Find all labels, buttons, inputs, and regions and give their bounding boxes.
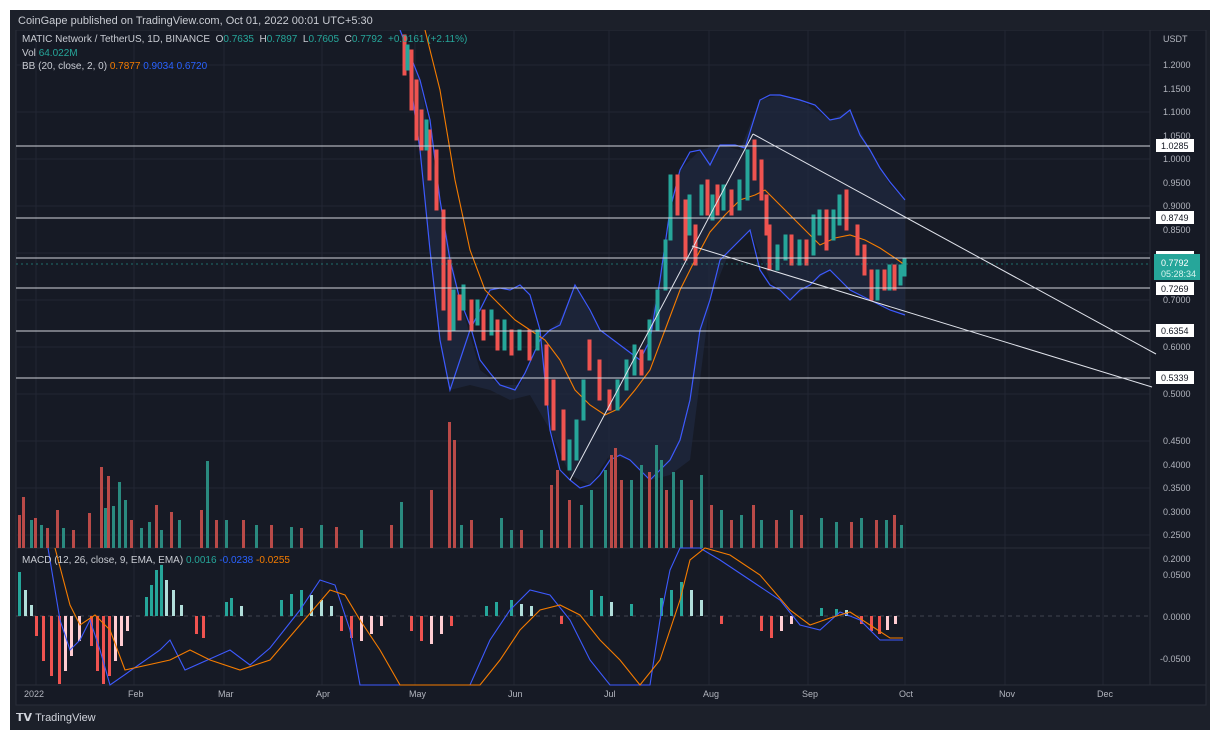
svg-text:May: May (409, 689, 427, 699)
tv-icon: 𝗧𝗩 (16, 712, 33, 724)
svg-text:Jul: Jul (604, 689, 616, 699)
svg-text:0.4500: 0.4500 (1163, 436, 1191, 446)
change-value: +0.0161 (+2.11%) (388, 34, 468, 45)
svg-text:Oct: Oct (899, 689, 914, 699)
svg-text:0.0500: 0.0500 (1163, 570, 1191, 580)
horizontal-levels[interactable] (16, 145, 1150, 379)
svg-text:0.6354: 0.6354 (1161, 326, 1189, 336)
svg-text:0.7792: 0.7792 (1161, 258, 1189, 268)
svg-text:0.2000: 0.2000 (1163, 554, 1191, 564)
svg-text:Sep: Sep (802, 689, 818, 699)
chart-canvas[interactable]: USDT 1.2000 1.1500 1.1000 1.0500 1.0000 0.9… (10, 30, 1210, 730)
svg-text:1.0000: 1.0000 (1163, 154, 1191, 164)
svg-text:Dec: Dec (1097, 689, 1114, 699)
tradingview-logo[interactable]: 𝗧𝗩 TradingView (16, 712, 96, 724)
svg-text:1.0500: 1.0500 (1163, 131, 1191, 141)
svg-text:-0.0500: -0.0500 (1160, 654, 1191, 664)
svg-text:0.9000: 0.9000 (1163, 201, 1191, 211)
svg-text:05:28:34: 05:28:34 (1161, 269, 1196, 279)
macd-axis[interactable]: 0.0500 0.0000 -0.0500 (1160, 570, 1191, 664)
trendlines[interactable] (569, 133, 1157, 481)
svg-text:0.5339: 0.5339 (1161, 373, 1189, 383)
svg-text:0.8749: 0.8749 (1161, 213, 1189, 223)
svg-text:Nov: Nov (999, 689, 1016, 699)
svg-text:0.2500: 0.2500 (1163, 530, 1191, 540)
svg-text:USDT: USDT (1163, 34, 1188, 44)
svg-text:0.7269: 0.7269 (1161, 284, 1189, 294)
bb-lower: 0.6720 (176, 61, 208, 72)
volume-legend[interactable]: Vol 64.022M (22, 48, 78, 59)
svg-text:0.7000: 0.7000 (1163, 295, 1191, 305)
macd-signal: -0.0255 (256, 555, 290, 566)
high-value: 0.7897 (266, 34, 298, 45)
svg-text:Apr: Apr (316, 689, 330, 699)
macd-legend[interactable]: MACD (12, 26, close, 9, EMA, EMA) 0.0016… (22, 555, 290, 566)
close-value: 0.7792 (351, 34, 383, 45)
open-value: 0.7635 (223, 34, 254, 45)
svg-text:0.4000: 0.4000 (1163, 460, 1191, 470)
svg-text:0.9500: 0.9500 (1163, 178, 1191, 188)
svg-text:0.3000: 0.3000 (1163, 507, 1191, 517)
svg-text:Feb: Feb (128, 689, 144, 699)
macd-hist: 0.0016 (185, 555, 217, 566)
symbol-legend[interactable]: MATIC Network / TetherUS, 1D, BINANCE O0… (22, 34, 468, 45)
svg-text:0.5000: 0.5000 (1163, 389, 1191, 399)
volume-value: 64.022M (38, 48, 78, 59)
svg-text:0.6000: 0.6000 (1163, 342, 1191, 352)
svg-text:Aug: Aug (703, 689, 719, 699)
bb-basis: 0.7877 (109, 61, 141, 72)
svg-text:0.3500: 0.3500 (1163, 483, 1191, 493)
bb-legend[interactable]: BB (20, close, 2, 0) 0.7877 0.9034 0.672… (22, 61, 208, 72)
level-labels: 1.0285 0.8749 0.7907 0.7792 05:28:34 0.7… (1154, 139, 1200, 384)
svg-text:0.0000: 0.0000 (1163, 612, 1191, 622)
time-axis[interactable]: 2022 Feb Mar Apr May Jun Jul Aug Sep Oct Nov D… (24, 689, 1114, 699)
price-axis[interactable]: USDT 1.2000 1.1500 1.1000 1.0500 1.0000 0.9… (1163, 34, 1191, 564)
svg-text:2022: 2022 (24, 689, 44, 699)
macd-pane (16, 547, 1150, 686)
svg-text:Jun: Jun (508, 689, 523, 699)
svg-text:1.2000: 1.2000 (1163, 60, 1191, 70)
svg-text:1.0285: 1.0285 (1161, 141, 1189, 151)
bb-upper: 0.9034 (143, 61, 174, 72)
volume-bars (18, 422, 903, 548)
low-value: 0.7605 (308, 34, 340, 45)
symbol-name: MATIC Network / TetherUS, 1D, BINANCE (22, 34, 211, 45)
candles (402, 34, 907, 471)
publish-info: CoinGape published on TradingView.com, O… (18, 15, 373, 27)
svg-text:0.8500: 0.8500 (1163, 225, 1191, 235)
svg-text:Mar: Mar (218, 689, 234, 699)
svg-text:1.1500: 1.1500 (1163, 84, 1191, 94)
svg-text:1.1000: 1.1000 (1163, 107, 1191, 117)
macd-line: -0.0238 (219, 555, 254, 566)
